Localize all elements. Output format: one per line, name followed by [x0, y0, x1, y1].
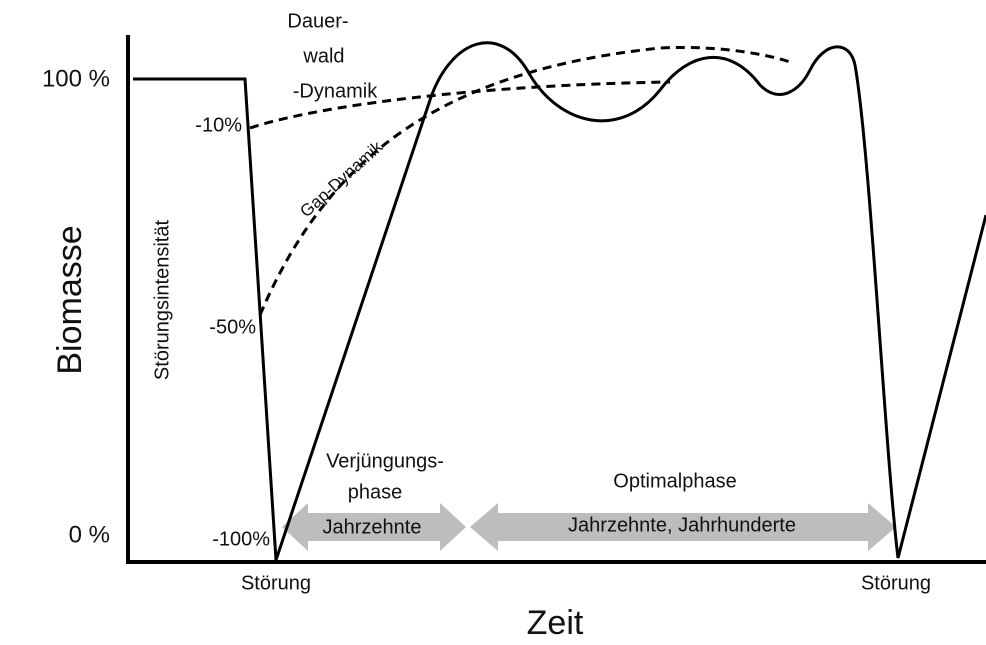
- biomass-curve: [133, 41, 986, 561]
- phase-arrow: [470, 503, 896, 551]
- phase-duration: Jahrzehnte, Jahrhunderte: [568, 514, 796, 536]
- disturbance-level: -100%: [212, 528, 270, 550]
- curve-label: Gap-Dynamik: [296, 137, 386, 221]
- y-bottom-label: 0 %: [69, 521, 110, 548]
- phase-name: Verjüngungs-: [326, 450, 444, 472]
- phase-duration: Jahrzehnte: [323, 516, 422, 538]
- y-top-label: 100 %: [42, 65, 110, 92]
- dauerwald-curve: [249, 80, 671, 130]
- event-label: Störung: [241, 572, 311, 594]
- event-label: Störung: [861, 572, 931, 594]
- curve-label: wald: [302, 45, 344, 67]
- phase-name: Optimalphase: [613, 470, 736, 492]
- phase-name: phase: [348, 481, 403, 503]
- disturbance-title: Störungsintensität: [151, 220, 173, 381]
- x-axis-title: Zeit: [527, 604, 584, 642]
- disturbance-level: -10%: [195, 114, 242, 136]
- disturbance-level: -50%: [209, 316, 256, 338]
- curve-label: Dauer-: [287, 10, 348, 32]
- phase-arrow: [282, 503, 466, 551]
- curve-label: -Dynamik: [293, 80, 378, 102]
- gap-curve: [258, 46, 791, 316]
- y-axis-title: Biomasse: [51, 225, 89, 374]
